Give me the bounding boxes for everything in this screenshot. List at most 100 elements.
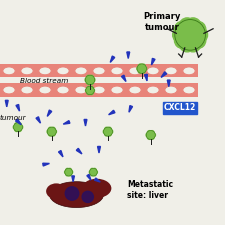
Circle shape bbox=[105, 127, 109, 131]
Polygon shape bbox=[43, 163, 50, 166]
Circle shape bbox=[66, 172, 69, 176]
Circle shape bbox=[179, 36, 195, 52]
Ellipse shape bbox=[21, 67, 33, 75]
Circle shape bbox=[89, 170, 93, 174]
Circle shape bbox=[86, 75, 91, 80]
Ellipse shape bbox=[93, 67, 105, 75]
Circle shape bbox=[91, 170, 96, 174]
Circle shape bbox=[150, 135, 154, 139]
Circle shape bbox=[66, 168, 69, 172]
Circle shape bbox=[93, 168, 96, 172]
Circle shape bbox=[51, 127, 55, 131]
Ellipse shape bbox=[165, 86, 177, 94]
Circle shape bbox=[87, 86, 91, 90]
Ellipse shape bbox=[183, 67, 195, 75]
Ellipse shape bbox=[57, 86, 69, 94]
Circle shape bbox=[175, 32, 190, 48]
Circle shape bbox=[90, 88, 94, 92]
Ellipse shape bbox=[165, 67, 177, 75]
Ellipse shape bbox=[3, 67, 15, 75]
Polygon shape bbox=[122, 75, 126, 81]
Circle shape bbox=[141, 69, 145, 73]
Ellipse shape bbox=[82, 179, 111, 198]
Circle shape bbox=[151, 133, 155, 137]
Circle shape bbox=[142, 66, 147, 71]
Circle shape bbox=[192, 27, 208, 43]
Circle shape bbox=[17, 123, 21, 127]
Circle shape bbox=[87, 91, 91, 95]
Circle shape bbox=[139, 66, 144, 71]
Circle shape bbox=[137, 66, 141, 71]
Circle shape bbox=[147, 131, 152, 135]
Polygon shape bbox=[5, 100, 8, 107]
Circle shape bbox=[87, 77, 93, 83]
Circle shape bbox=[141, 64, 145, 68]
Circle shape bbox=[105, 129, 111, 134]
Circle shape bbox=[68, 168, 72, 172]
Ellipse shape bbox=[50, 182, 104, 207]
Ellipse shape bbox=[93, 86, 105, 94]
Bar bbox=[0, 64, 198, 77]
Polygon shape bbox=[87, 174, 91, 180]
Ellipse shape bbox=[111, 67, 123, 75]
Polygon shape bbox=[58, 151, 63, 157]
Circle shape bbox=[180, 25, 200, 45]
Circle shape bbox=[190, 32, 206, 48]
Ellipse shape bbox=[3, 86, 15, 94]
Polygon shape bbox=[76, 148, 82, 154]
Circle shape bbox=[48, 132, 53, 136]
Circle shape bbox=[146, 133, 150, 137]
Polygon shape bbox=[94, 178, 100, 182]
Circle shape bbox=[175, 21, 190, 37]
Polygon shape bbox=[36, 117, 40, 123]
Circle shape bbox=[47, 130, 51, 134]
Ellipse shape bbox=[39, 67, 51, 75]
Text: tumour: tumour bbox=[0, 115, 27, 121]
Circle shape bbox=[89, 75, 94, 80]
Circle shape bbox=[185, 36, 201, 52]
Text: Metastatic
site: liver: Metastatic site: liver bbox=[127, 180, 173, 200]
Circle shape bbox=[179, 18, 195, 34]
Circle shape bbox=[52, 130, 56, 134]
Circle shape bbox=[150, 131, 154, 135]
Circle shape bbox=[89, 91, 93, 95]
Circle shape bbox=[89, 86, 93, 90]
Circle shape bbox=[85, 78, 90, 82]
Ellipse shape bbox=[183, 86, 195, 94]
Circle shape bbox=[94, 170, 97, 174]
Ellipse shape bbox=[21, 86, 33, 94]
Polygon shape bbox=[161, 72, 167, 77]
Ellipse shape bbox=[111, 86, 123, 94]
Circle shape bbox=[107, 132, 111, 136]
Circle shape bbox=[69, 170, 73, 174]
Circle shape bbox=[103, 130, 108, 134]
Polygon shape bbox=[63, 121, 70, 124]
Polygon shape bbox=[72, 176, 74, 182]
Polygon shape bbox=[16, 104, 20, 111]
Circle shape bbox=[65, 187, 79, 200]
Polygon shape bbox=[16, 119, 21, 125]
Polygon shape bbox=[167, 80, 170, 87]
Polygon shape bbox=[109, 110, 115, 115]
Circle shape bbox=[185, 18, 201, 34]
Circle shape bbox=[138, 64, 143, 68]
Circle shape bbox=[48, 127, 53, 131]
Circle shape bbox=[66, 170, 71, 174]
Ellipse shape bbox=[57, 67, 69, 75]
Ellipse shape bbox=[39, 86, 51, 94]
Circle shape bbox=[68, 172, 72, 176]
Circle shape bbox=[15, 124, 21, 130]
Text: Primary
tumour: Primary tumour bbox=[143, 12, 181, 32]
Ellipse shape bbox=[75, 67, 87, 75]
Circle shape bbox=[89, 80, 94, 84]
Circle shape bbox=[15, 123, 19, 127]
Polygon shape bbox=[47, 110, 52, 116]
Ellipse shape bbox=[46, 183, 66, 199]
Circle shape bbox=[90, 78, 95, 82]
Ellipse shape bbox=[129, 86, 141, 94]
Circle shape bbox=[15, 127, 19, 131]
Circle shape bbox=[93, 172, 96, 176]
Circle shape bbox=[86, 88, 90, 92]
Polygon shape bbox=[127, 52, 130, 58]
Circle shape bbox=[173, 27, 189, 43]
